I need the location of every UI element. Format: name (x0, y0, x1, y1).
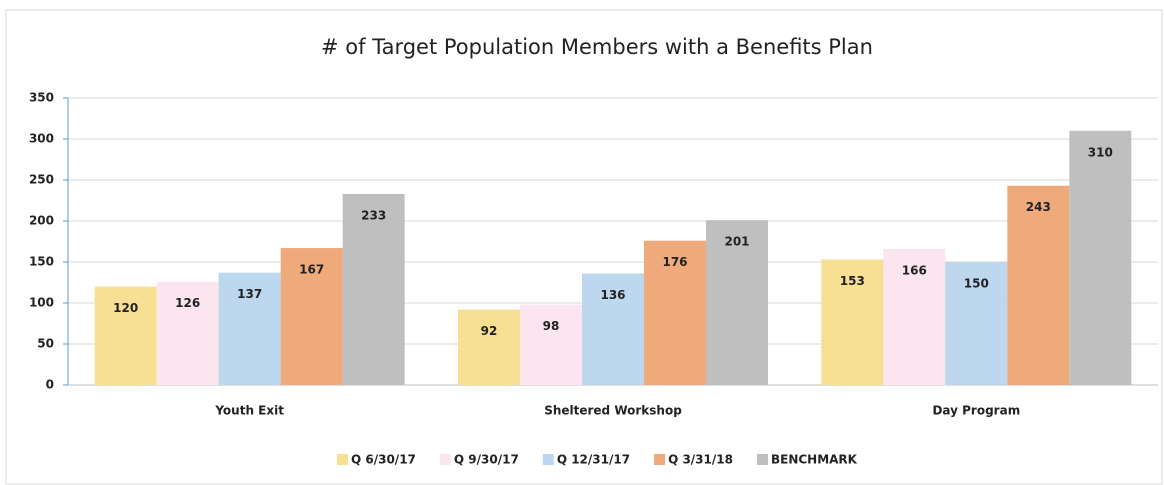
y-tick-label: 300 (29, 132, 54, 146)
y-tick-label: 250 (29, 173, 54, 187)
bar (520, 304, 582, 385)
y-tick-label: 200 (29, 214, 54, 228)
data-label: 92 (481, 324, 498, 338)
bar (94, 286, 157, 385)
data-label: 167 (299, 263, 324, 277)
y-tick-label: 50 (37, 337, 54, 351)
bar (883, 248, 946, 385)
bar (218, 272, 281, 385)
bar (342, 193, 405, 385)
legend-label: BENCHMARK (771, 453, 858, 467)
y-tick-label: 0 (46, 378, 54, 392)
y-tick-label: 100 (29, 296, 54, 310)
bar (821, 259, 884, 385)
x-tick-label: Day Program (932, 404, 1020, 418)
data-label: 150 (964, 277, 989, 291)
data-label: 176 (662, 255, 687, 269)
legend-swatch (756, 454, 768, 465)
legend-swatch (654, 454, 666, 465)
bar (706, 220, 768, 385)
data-label: 201 (724, 235, 749, 249)
legend-swatch (439, 454, 451, 465)
legend-swatch (337, 454, 349, 465)
bar (280, 248, 343, 385)
chart-frame (5, 9, 1163, 485)
x-tick-label: Youth Exit (214, 404, 284, 418)
data-label: 137 (237, 287, 262, 301)
y-tick-label: 350 (29, 91, 54, 105)
bar (156, 281, 219, 385)
data-label: 166 (902, 263, 927, 277)
legend-label: Q 6/30/17 (351, 453, 416, 467)
bar (945, 262, 1008, 385)
bar (644, 240, 706, 385)
legend-label: Q 9/30/17 (454, 453, 519, 467)
data-label: 153 (840, 274, 865, 288)
legend-swatch (542, 454, 554, 465)
bar (1069, 130, 1132, 385)
chart-title: # of Target Population Members with a Be… (321, 35, 873, 59)
legend-label: Q 12/31/17 (557, 453, 630, 467)
data-label: 98 (543, 319, 560, 333)
bar (582, 273, 644, 385)
bar (1007, 185, 1070, 385)
bar (458, 309, 520, 385)
data-label: 233 (361, 208, 386, 222)
y-tick-label: 150 (29, 255, 54, 269)
data-label: 243 (1026, 200, 1051, 214)
data-label: 136 (600, 288, 625, 302)
data-label: 310 (1088, 145, 1113, 159)
data-label: 126 (175, 296, 200, 310)
x-tick-label: Sheltered Workshop (544, 404, 682, 418)
data-label: 120 (113, 301, 138, 315)
legend-label: Q 3/31/18 (668, 453, 733, 467)
